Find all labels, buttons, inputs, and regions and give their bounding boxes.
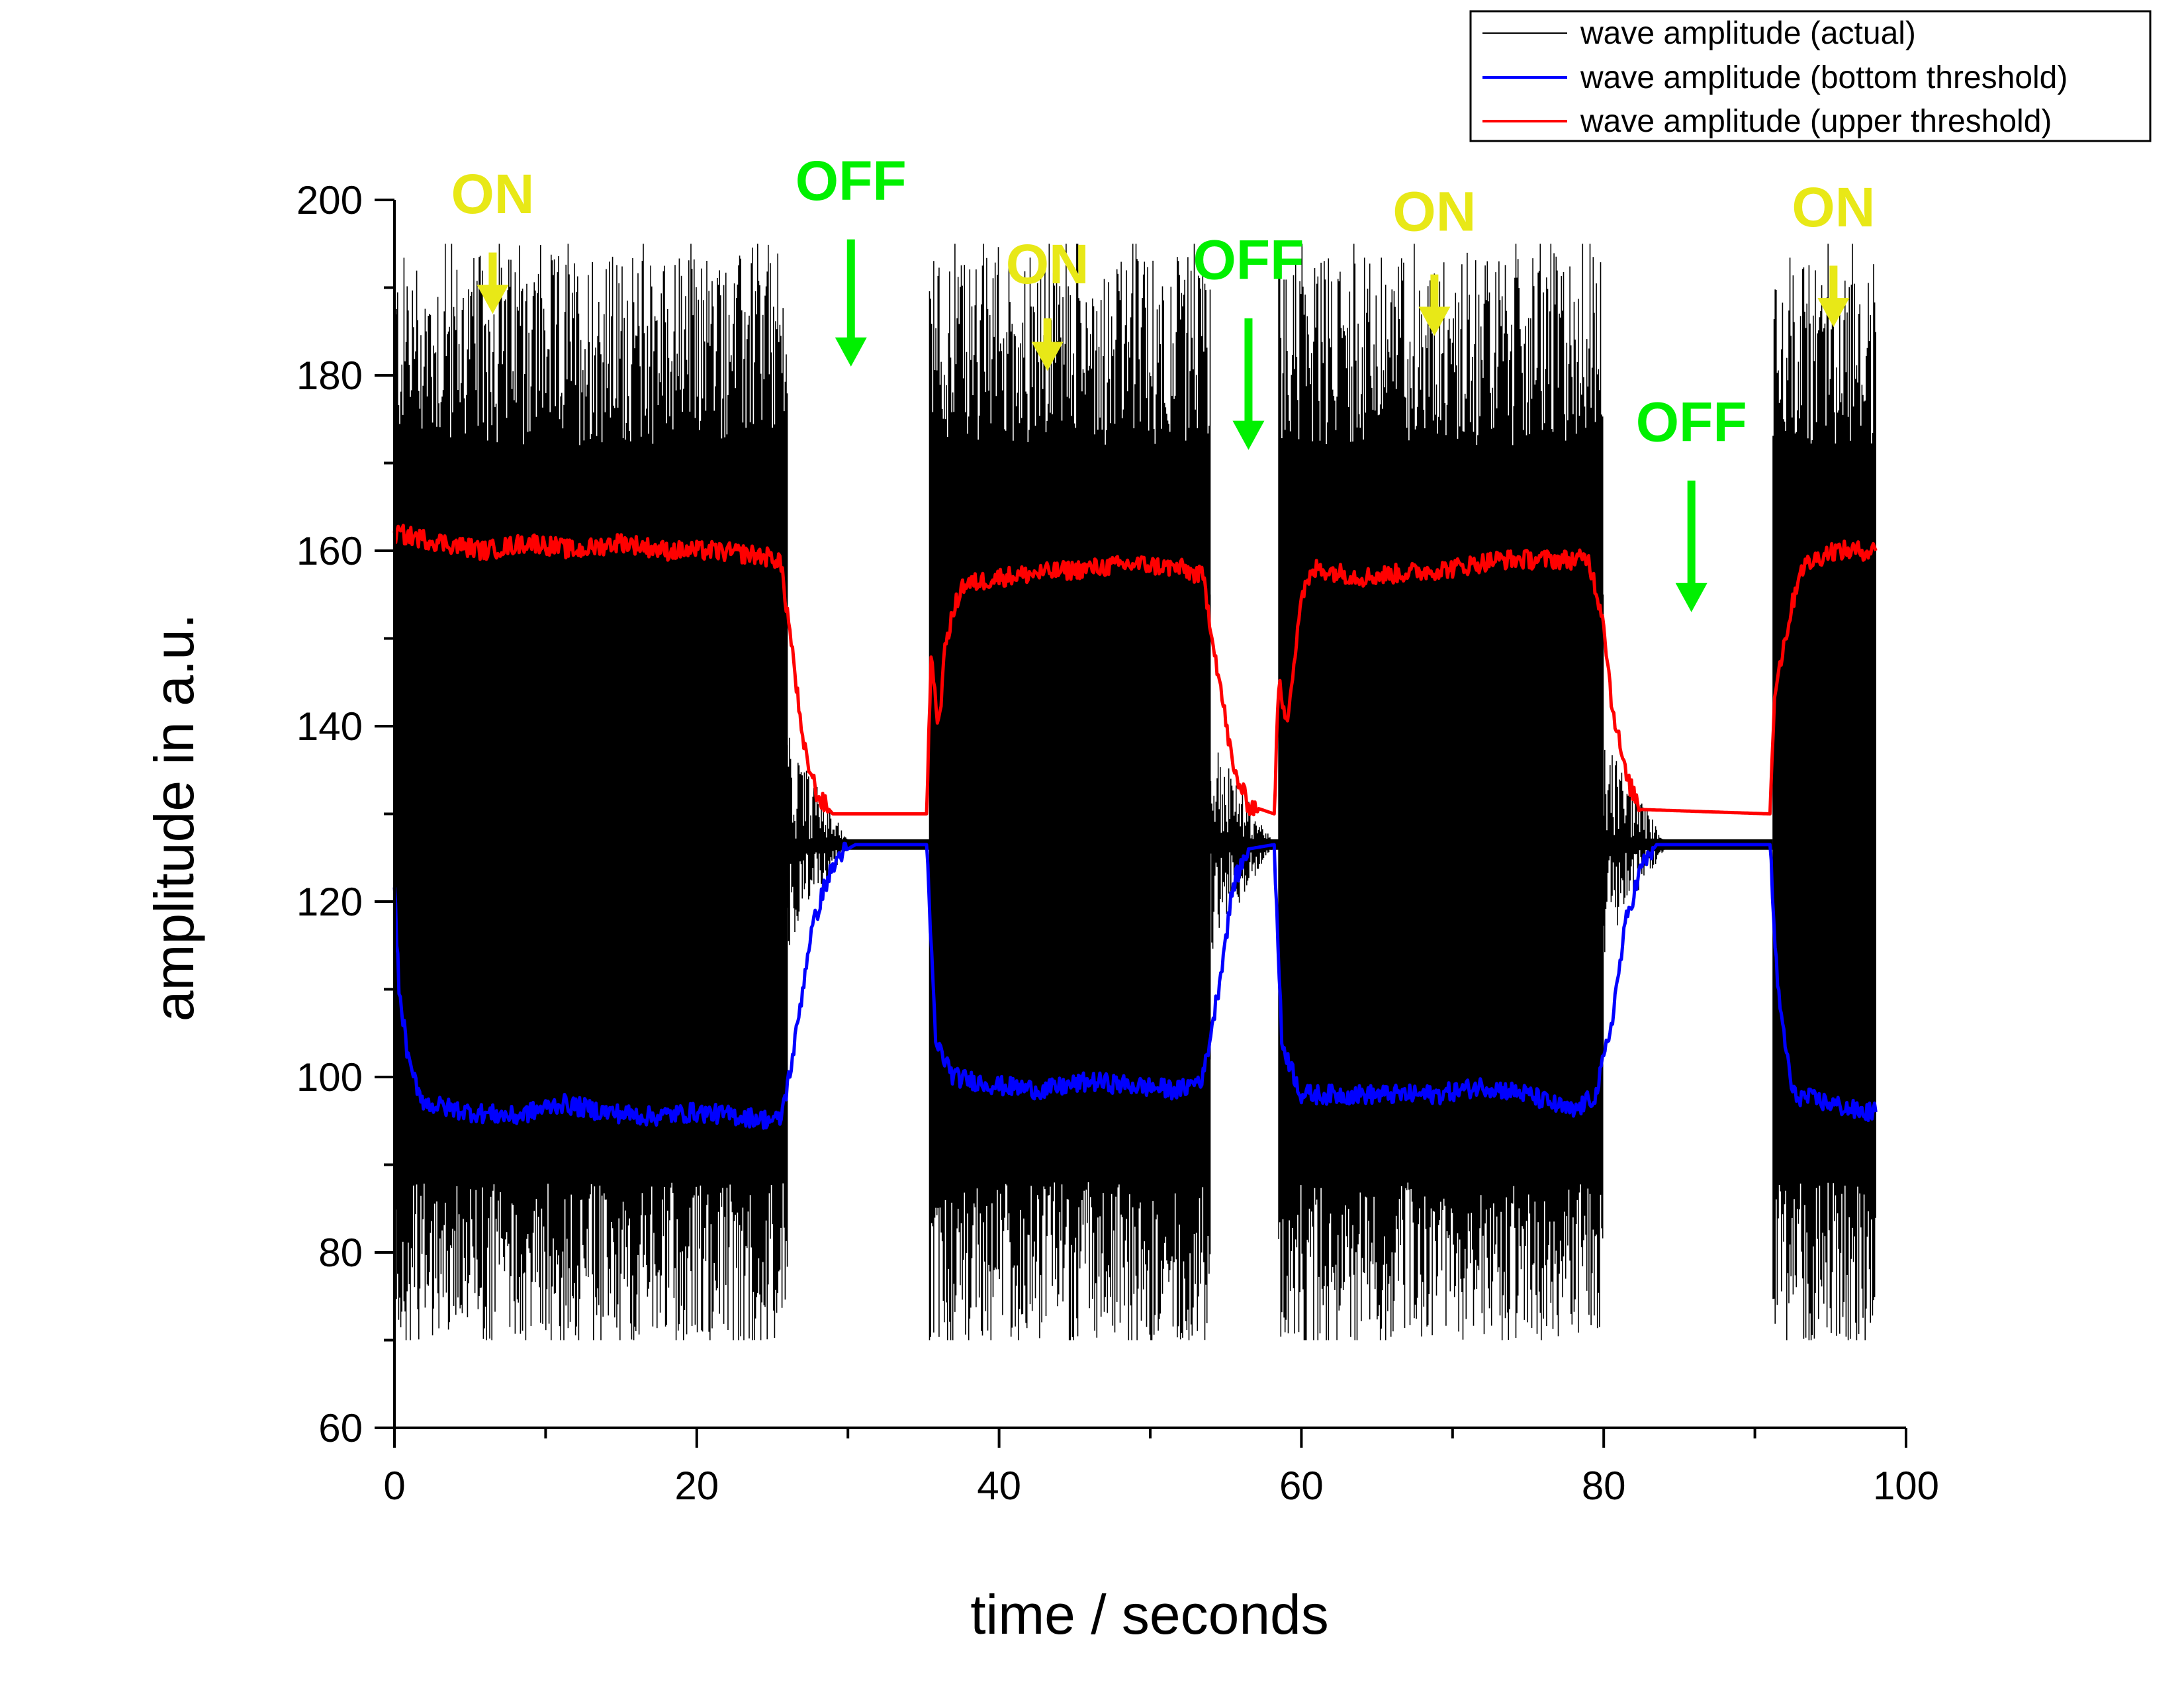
y-tick-label: 160 [296, 529, 363, 573]
y-tick-label: 80 [318, 1231, 363, 1275]
y-tick-label: 100 [296, 1055, 363, 1100]
annotation-arrow-head [1817, 298, 1850, 328]
threshold-layer [392, 524, 1878, 1130]
annotation-off-1: OFF [796, 150, 907, 367]
x-axis-title: time / seconds [970, 1583, 1329, 1646]
annotation-off-5: OFF [1636, 391, 1747, 612]
series-line-bottom-threshold [392, 841, 1878, 1130]
annotation-arrow-head [1418, 306, 1451, 336]
y-tick-label: 120 [296, 880, 363, 924]
annotation-arrow-head [835, 337, 867, 367]
y-tick-label: 60 [318, 1406, 363, 1450]
y-tick-label: 140 [296, 704, 363, 749]
y-axis-title: amplitude in a.u. [143, 614, 205, 1021]
actual-off-1 [1210, 752, 1279, 949]
annotation-on-4: ON [1392, 180, 1476, 336]
legend-label-upper: wave amplitude (upper threshold) [1580, 104, 2052, 139]
annotation-label: OFF [1193, 228, 1304, 291]
annotation-label: ON [1792, 176, 1875, 238]
x-tick-label: 100 [1873, 1464, 1939, 1508]
annotation-label: ON [1006, 233, 1089, 295]
annotation-arrow-head [1031, 342, 1064, 371]
annotation-on-0: ON [451, 163, 534, 314]
annotation-on-6: ON [1792, 176, 1875, 328]
legend-label-bottom: wave amplitude (bottom threshold) [1580, 60, 2068, 95]
actual-noise-2 [1278, 244, 1604, 1340]
plot-area [394, 244, 1876, 1340]
annotation-label: OFF [1636, 391, 1747, 453]
annotation-arrow-head [1232, 420, 1265, 450]
legend-box [1469, 10, 2152, 142]
annotation-off-3: OFF [1193, 228, 1304, 450]
legend: wave amplitude (actual) wave amplitude (… [1469, 10, 2152, 142]
annotation-label: ON [451, 163, 534, 225]
actual-noise-3 [1772, 244, 1876, 1340]
y-tick-label: 180 [296, 353, 363, 398]
annotation-arrow-head [477, 285, 509, 314]
x-tick-label: 20 [674, 1464, 719, 1508]
annotation-label: ON [1392, 180, 1476, 242]
x-tick-label: 80 [1582, 1464, 1626, 1508]
y-tick-label: 200 [296, 178, 363, 222]
x-tick-label: 40 [977, 1464, 1021, 1508]
axes: 60 80 100 120 140 160 180 200 0 20 40 60 80 100 [296, 178, 1939, 1508]
series-line-upper-threshold [392, 524, 1878, 817]
actual-noise-1 [929, 244, 1211, 1340]
annotation-label: OFF [796, 150, 907, 212]
x-tick-label: 60 [1279, 1464, 1324, 1508]
annotation-arrow-head [1675, 583, 1707, 612]
annotation-on-2: ON [1006, 233, 1089, 371]
x-tick-label: 0 [383, 1464, 405, 1508]
actual-noise-0 [394, 244, 788, 1340]
legend-label-actual: wave amplitude (actual) [1580, 16, 1916, 51]
annotations: ON OFF ON OFF ON OFF ON [451, 150, 1875, 612]
